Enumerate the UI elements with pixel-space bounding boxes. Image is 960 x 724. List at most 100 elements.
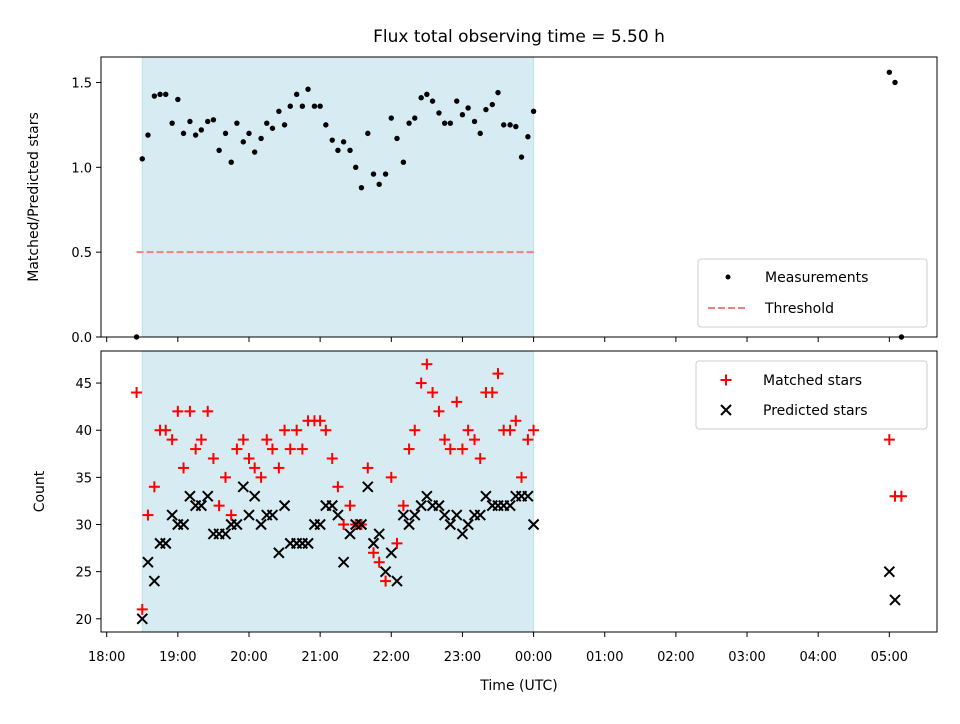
bottom-x-tick-label: 04:00 bbox=[799, 650, 836, 665]
bottom-x-tick-label: 20:00 bbox=[230, 650, 267, 665]
matched-star-point bbox=[344, 500, 356, 512]
matched-star-point bbox=[190, 443, 202, 455]
matched-star-point bbox=[474, 452, 486, 464]
predicted-star-point-b bbox=[403, 518, 415, 531]
legend-measurements-label: Measurements bbox=[765, 270, 868, 286]
predicted-star-point bbox=[433, 499, 445, 512]
measurement-point bbox=[198, 127, 205, 133]
predicted-star-point bbox=[177, 518, 190, 531]
matched-star-point bbox=[184, 405, 196, 417]
predicted-star-point-b bbox=[451, 509, 463, 521]
predicted-star-point bbox=[362, 481, 374, 493]
predicted-star-point-b bbox=[379, 565, 392, 578]
matched-star-point bbox=[510, 415, 522, 427]
matched-star-point bbox=[213, 500, 225, 512]
predicted-star-point bbox=[266, 509, 279, 521]
measurement-point bbox=[465, 105, 471, 111]
matched-star-point bbox=[332, 481, 344, 493]
matched-star-point bbox=[385, 471, 397, 483]
matched-star-point bbox=[415, 377, 427, 389]
matched-star-point bbox=[243, 452, 255, 464]
bottom-y-tick-label: 45 bbox=[75, 377, 92, 392]
measurement-point bbox=[441, 120, 448, 126]
measurement-point bbox=[347, 147, 353, 154]
predicted-star-point-b bbox=[355, 518, 368, 531]
predicted-star-point bbox=[522, 490, 534, 502]
bottom-x-tick-label: 05:00 bbox=[871, 650, 908, 665]
predicted-star-point bbox=[237, 481, 250, 493]
measurement-point bbox=[251, 149, 258, 155]
measurement-point bbox=[139, 156, 145, 162]
predicted-star-point bbox=[438, 509, 451, 521]
predicted-star-point bbox=[373, 528, 385, 540]
predicted-star-point-b bbox=[433, 499, 445, 512]
legend-cross bbox=[720, 404, 732, 416]
legend-cross-b bbox=[720, 404, 732, 416]
matched-star-point bbox=[131, 386, 143, 398]
predicted-star-point-b bbox=[397, 509, 410, 521]
measurement-point bbox=[353, 164, 359, 171]
predicted-star-point-b bbox=[166, 509, 178, 521]
matched-star-point bbox=[266, 443, 278, 455]
bottom-x-tick-label: 18:00 bbox=[88, 650, 125, 665]
bottom-x-tick-label: 22:00 bbox=[373, 650, 410, 665]
predicted-star-point bbox=[202, 490, 214, 502]
measurement-point bbox=[489, 101, 496, 108]
measurement-point bbox=[525, 134, 531, 140]
measurement-point bbox=[192, 132, 199, 138]
predicted-star-point bbox=[415, 499, 427, 512]
predicted-star-point bbox=[889, 594, 901, 606]
predicted-star-point-b bbox=[243, 509, 255, 521]
measurement-point bbox=[329, 137, 335, 143]
matched-star-point bbox=[320, 424, 332, 436]
matched-star-point bbox=[273, 462, 285, 474]
predicted-star-point bbox=[379, 565, 392, 578]
matched-star-point bbox=[326, 452, 338, 464]
measurement-point bbox=[424, 91, 430, 98]
predicted-star-point-b bbox=[177, 518, 190, 531]
matched-star-point bbox=[220, 471, 232, 483]
measurement-point bbox=[513, 123, 519, 130]
measurement-point bbox=[447, 120, 454, 126]
measurement-point bbox=[145, 132, 151, 138]
predicted-star-point-b bbox=[202, 490, 214, 502]
bottom-x-tick-label: 00:00 bbox=[515, 650, 552, 665]
matched-star-point bbox=[486, 386, 498, 398]
matched-star-point bbox=[296, 443, 308, 455]
predicted-star-point-b bbox=[160, 537, 172, 550]
bottom-x-tick-label: 02:00 bbox=[657, 650, 694, 665]
predicted-star-point-b bbox=[266, 509, 279, 521]
measurement-point bbox=[436, 110, 442, 116]
predicted-star-point bbox=[397, 509, 410, 521]
top-y-axis-label: Matched/Predicted stars bbox=[26, 112, 42, 282]
matched-star-point bbox=[225, 509, 237, 521]
predicted-star-point-b bbox=[391, 575, 403, 587]
matched-star-point bbox=[237, 434, 249, 446]
predicted-star-point-b bbox=[480, 490, 492, 502]
measurement-point bbox=[175, 96, 181, 103]
measurement-point bbox=[287, 103, 293, 109]
predicted-star-point-b bbox=[184, 490, 196, 502]
matched-star-point bbox=[883, 434, 895, 446]
predicted-star-point bbox=[391, 575, 403, 587]
bottom-axes-frame bbox=[100, 350, 938, 633]
measurement-points bbox=[133, 69, 905, 340]
predicted-star-point bbox=[480, 490, 492, 502]
bottom-y-axis-label: Count bbox=[32, 470, 48, 512]
top-observing-window-shade bbox=[141, 56, 535, 338]
top-y-ticks: 0.0 0.5 1.0 1.5 bbox=[71, 76, 101, 346]
matched-star-point bbox=[231, 443, 243, 455]
measurement-point bbox=[216, 147, 222, 154]
top-axes-frame bbox=[100, 56, 938, 338]
measurement-point bbox=[429, 98, 436, 104]
measurement-point bbox=[418, 95, 424, 101]
predicted-star-point-b bbox=[456, 528, 469, 540]
matched-star-point bbox=[403, 443, 415, 455]
top-panel: 0.0 0.5 1.0 1.5 Flux total observing time =… bbox=[26, 27, 938, 346]
top-y-tick-label: 0.0 bbox=[71, 331, 92, 346]
predicted-star-point-b bbox=[527, 518, 540, 531]
predicted-star-point bbox=[883, 565, 896, 578]
matched-star-point bbox=[462, 424, 474, 436]
bottom-x-ticks: 18:00 19:00 20:00 21:00 22:00 23:00 00:00 01:00… bbox=[88, 632, 908, 665]
